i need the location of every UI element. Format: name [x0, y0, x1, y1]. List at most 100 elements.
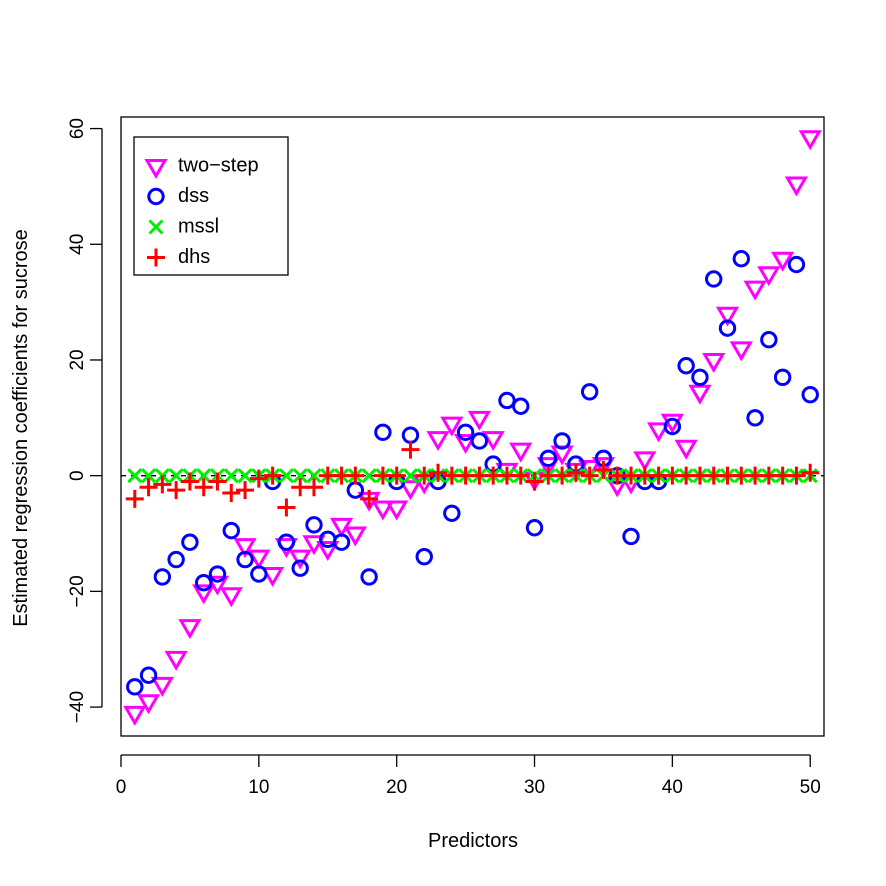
data-point	[291, 559, 309, 577]
data-point	[343, 526, 367, 547]
data-point	[454, 433, 478, 454]
series-dss	[126, 250, 819, 696]
data-point	[288, 549, 312, 570]
data-point	[732, 250, 750, 268]
data-point	[415, 466, 434, 485]
data-point	[715, 306, 740, 327]
y-tick-label: 0	[67, 470, 88, 481]
y-tick-label: 20	[67, 349, 88, 370]
legend: two−step dss mssl dhs	[133, 136, 289, 276]
data-point	[536, 457, 560, 478]
data-point	[705, 270, 723, 288]
x-tick-label: 0	[116, 777, 127, 798]
data-point	[443, 504, 461, 522]
data-point	[332, 533, 351, 551]
data-point	[346, 481, 365, 499]
y-tick-label: 40	[67, 234, 88, 255]
data-point	[674, 439, 698, 460]
data-point	[481, 431, 505, 452]
data-point	[470, 432, 489, 450]
data-point	[123, 705, 147, 726]
data-point	[801, 463, 820, 482]
data-point	[646, 422, 671, 443]
data-point	[498, 391, 516, 410]
data-point	[167, 481, 186, 500]
data-point	[539, 449, 558, 468]
y-tick-label: −20	[67, 575, 88, 607]
data-point	[591, 457, 616, 478]
data-point	[784, 176, 809, 197]
data-point	[787, 255, 806, 274]
data-point	[139, 666, 158, 684]
data-point	[677, 357, 695, 375]
data-point	[580, 466, 599, 485]
data-point	[278, 468, 294, 484]
series-dhs	[125, 440, 820, 517]
data-point	[277, 533, 296, 551]
data-point	[208, 472, 227, 491]
legend-label: two−step	[178, 154, 259, 176]
data-point	[126, 678, 144, 696]
legend-label: mssl	[178, 215, 219, 237]
data-point	[195, 573, 213, 592]
data-point	[401, 440, 420, 459]
data-point	[553, 466, 572, 485]
data-point	[196, 468, 212, 484]
data-point	[385, 500, 409, 521]
data-point	[553, 432, 571, 450]
data-point	[622, 527, 640, 546]
data-point	[456, 423, 475, 441]
data-point	[729, 341, 753, 362]
data-point	[691, 368, 709, 387]
data-point	[525, 519, 544, 537]
data-point	[205, 575, 230, 596]
data-point	[374, 423, 392, 441]
data-point	[771, 251, 795, 272]
data-point	[180, 472, 199, 491]
data-point	[798, 130, 822, 151]
data-point	[415, 547, 433, 566]
x-tick-label: 40	[662, 777, 683, 798]
x-tick-label: 10	[248, 777, 269, 798]
x-tick-label: 50	[800, 777, 821, 798]
data-point	[192, 584, 216, 605]
y-tick-label: −40	[67, 691, 88, 723]
data-point	[663, 417, 682, 436]
data-point	[787, 466, 806, 485]
data-point	[250, 565, 268, 583]
data-point	[316, 540, 340, 561]
data-point	[467, 410, 491, 431]
data-point	[127, 468, 143, 484]
data-point	[223, 468, 239, 484]
data-point	[525, 472, 544, 491]
data-point	[746, 409, 764, 427]
data-point	[718, 319, 737, 337]
y-tick-label: 60	[67, 118, 88, 139]
data-point	[429, 463, 448, 482]
data-point	[426, 431, 450, 452]
data-point	[136, 694, 161, 715]
data-point	[346, 466, 365, 485]
legend-marker	[144, 159, 168, 179]
data-point	[153, 568, 172, 586]
data-point	[277, 498, 296, 517]
data-point	[263, 466, 282, 485]
data-point	[773, 368, 792, 387]
data-point	[594, 460, 613, 479]
data-point	[150, 676, 174, 697]
data-point	[305, 516, 323, 534]
data-point	[236, 481, 255, 500]
data-point	[306, 468, 322, 484]
data-point	[387, 466, 406, 485]
x-tick-label: 30	[524, 777, 545, 798]
data-point	[222, 521, 240, 540]
data-point	[181, 533, 199, 551]
data-point	[512, 397, 530, 415]
data-point	[178, 619, 202, 640]
data-point	[222, 484, 241, 503]
data-point	[743, 280, 767, 301]
data-point	[361, 468, 377, 484]
data-point	[509, 442, 533, 463]
data-point	[757, 266, 781, 287]
data-point	[801, 385, 819, 404]
